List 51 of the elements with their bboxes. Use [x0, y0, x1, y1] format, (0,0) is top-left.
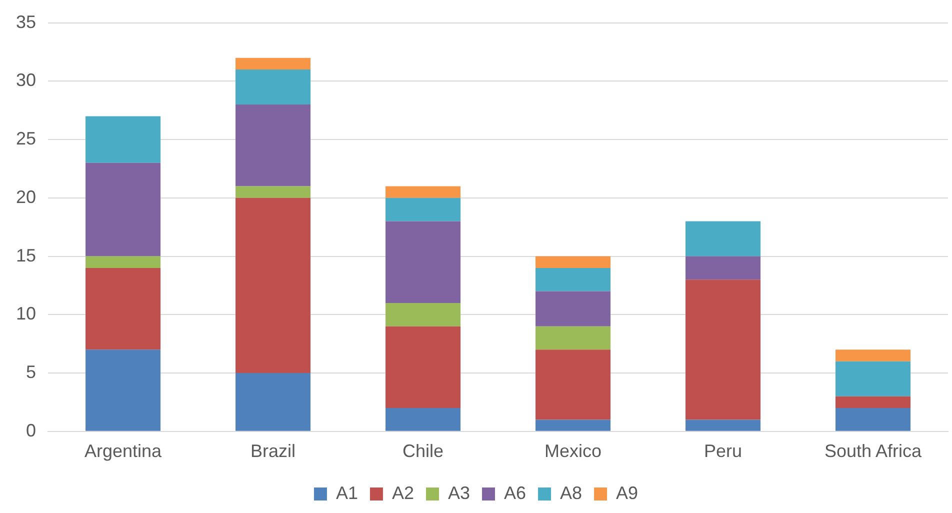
x-tick-label: Peru: [704, 441, 742, 462]
legend-label: A1: [336, 482, 358, 503]
bar: [836, 396, 910, 408]
bar: [86, 116, 161, 163]
bar: [836, 350, 910, 362]
legend-label: A9: [616, 482, 638, 503]
y-tick-label: 10: [16, 304, 36, 324]
bar: [386, 221, 461, 303]
bar: [536, 326, 611, 350]
y-tick-label: 0: [26, 420, 36, 440]
bar: [686, 256, 761, 280]
y-tick-label: 35: [16, 12, 36, 32]
bar: [236, 198, 311, 374]
x-tick-label: Brazil: [250, 441, 296, 462]
bar: [686, 420, 761, 431]
bar: [86, 162, 161, 256]
bar: [386, 198, 461, 222]
x-tick-label: Chile: [402, 441, 444, 462]
bar: [686, 221, 761, 256]
bar: [236, 104, 311, 186]
bar: [386, 326, 461, 408]
bar: [386, 302, 461, 326]
bar: [236, 186, 311, 198]
y-tick-label: 15: [16, 245, 36, 266]
bar: [536, 350, 611, 420]
bar: [236, 69, 311, 105]
bar: [536, 291, 611, 326]
legend-label: A3: [448, 482, 470, 503]
bar: [236, 58, 311, 70]
bar: [236, 373, 311, 431]
bar: [536, 420, 611, 431]
legend-label: A6: [504, 482, 526, 503]
y-tick-label: 30: [16, 70, 36, 90]
bar: [536, 268, 611, 292]
bar: [386, 186, 461, 198]
y-tick-label: 5: [26, 362, 36, 382]
bar: [86, 350, 161, 431]
bar: [686, 280, 761, 420]
y-tick-label: 25: [16, 128, 36, 149]
bar: [836, 408, 910, 431]
y-tick-label: 20: [16, 186, 36, 207]
legend-label: A8: [560, 482, 582, 503]
legend-label: A2: [392, 482, 414, 503]
x-tick-label: Argentina: [84, 441, 163, 462]
bar: [386, 408, 461, 431]
bar: [836, 361, 910, 396]
x-tick-label: Mexico: [544, 441, 602, 462]
bar: [86, 268, 161, 350]
x-tick-label: South Africa: [824, 441, 923, 462]
bar: [536, 256, 611, 268]
bar: [86, 256, 161, 268]
